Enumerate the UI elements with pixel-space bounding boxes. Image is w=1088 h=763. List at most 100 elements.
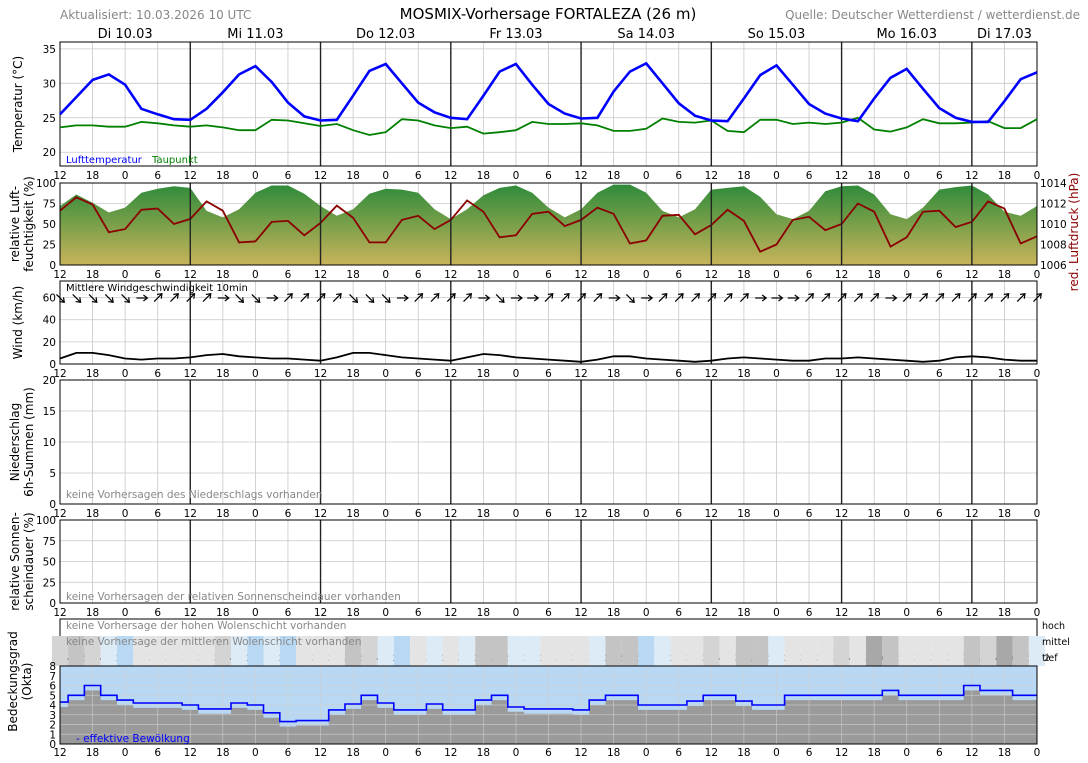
hour-tick-label: 0 bbox=[513, 269, 520, 281]
hour-tick-label: 6 bbox=[545, 368, 552, 380]
effective-cloud-line bbox=[60, 684, 1037, 723]
hour-tick-label: 12 bbox=[835, 170, 848, 182]
wind-arrow-head bbox=[352, 297, 359, 303]
hour-tick-label: 0 bbox=[252, 368, 259, 380]
low-cloud-cell bbox=[198, 636, 215, 666]
wind-speed-line bbox=[59, 351, 1037, 363]
low-cloud-cell bbox=[475, 636, 492, 666]
panel-frame bbox=[59, 379, 1038, 505]
wind-arrow-head bbox=[794, 294, 800, 302]
wind-arrow-shaft bbox=[349, 294, 358, 302]
low-cloud-cell bbox=[621, 636, 639, 666]
wind-arrow bbox=[332, 293, 342, 302]
hour-tick-label: 12 bbox=[965, 368, 978, 380]
wind-arrow bbox=[739, 293, 749, 302]
wind-arrow-head bbox=[403, 294, 409, 302]
low-cloud-cell bbox=[784, 636, 801, 666]
low-cloud-cell bbox=[800, 636, 818, 666]
wind-arrow-shaft bbox=[902, 294, 911, 302]
wind-arrow bbox=[1000, 293, 1010, 302]
wind-arrow-head bbox=[156, 293, 163, 299]
wind-arrow-head bbox=[368, 297, 375, 303]
wind-arrow-shaft bbox=[560, 294, 569, 302]
cloud-layer-label: tief bbox=[1042, 653, 1058, 664]
hour-tick-label: 6 bbox=[415, 269, 422, 281]
y2-tick-label: 1014 bbox=[1040, 178, 1067, 190]
low-cloud-cell bbox=[182, 636, 199, 666]
wind-arrow-head bbox=[647, 294, 654, 302]
wind-arrow bbox=[674, 293, 684, 302]
low-cloud-cell bbox=[524, 636, 541, 666]
y-tick-label: 30 bbox=[43, 78, 56, 90]
y-tick-label: 15 bbox=[43, 406, 56, 418]
hour-tick-label: 0 bbox=[382, 607, 389, 619]
hour-tick-label: 0 bbox=[773, 368, 780, 380]
low-cloud-cell bbox=[491, 636, 508, 666]
hour-tick-label: 12 bbox=[705, 170, 718, 182]
wind-arrow-head bbox=[954, 293, 961, 299]
hour-tick-label: 6 bbox=[675, 368, 682, 380]
y-tick-label: 25 bbox=[43, 577, 56, 589]
wind-arrow-head bbox=[189, 293, 196, 299]
wind-annotation: Mittlere Windgeschwindigkeit 10min bbox=[66, 283, 248, 294]
wind-arrow-head bbox=[287, 293, 293, 299]
wind-arrow bbox=[967, 293, 977, 302]
hour-tick-label: 18 bbox=[346, 269, 359, 281]
hour-tick-label: 12 bbox=[314, 747, 327, 759]
hour-tick-label: 0 bbox=[122, 747, 129, 759]
day-label: Do 12.03 bbox=[356, 27, 415, 42]
wind-arrow-head bbox=[710, 293, 717, 299]
hour-tick-label: 0 bbox=[122, 508, 129, 520]
hour-tick-label: 6 bbox=[545, 170, 552, 182]
y2-tick-label: 1006 bbox=[1040, 260, 1067, 272]
hour-tick-label: 18 bbox=[216, 747, 229, 759]
hour-tick-label: 0 bbox=[252, 747, 259, 759]
wind-arrow-shaft bbox=[186, 294, 195, 302]
hour-tick-label: 12 bbox=[444, 607, 457, 619]
y-tick-label: 1 bbox=[49, 729, 56, 741]
hour-tick-label: 6 bbox=[154, 269, 161, 281]
low-cloud-cell bbox=[328, 636, 345, 666]
hour-tick-label: 18 bbox=[346, 170, 359, 182]
panel-frame bbox=[59, 280, 1038, 365]
hour-tick-label: 0 bbox=[1034, 607, 1041, 619]
wind-arrow-head bbox=[205, 293, 212, 299]
y-tick-label: 2 bbox=[49, 720, 56, 732]
y-tick-label: 0 bbox=[49, 598, 56, 610]
hour-tick-label: 18 bbox=[867, 170, 880, 182]
wind-arrow-shaft bbox=[104, 294, 113, 302]
hour-tick-label: 12 bbox=[835, 269, 848, 281]
hour-tick-label: 0 bbox=[513, 368, 520, 380]
hour-tick-label: 0 bbox=[252, 607, 259, 619]
wind-arrow bbox=[1016, 293, 1026, 302]
hour-tick-label: 6 bbox=[806, 508, 813, 520]
y-axis-label-line: scheindauer (%) bbox=[22, 512, 36, 610]
hour-tick-label: 18 bbox=[86, 269, 99, 281]
wind-arrow bbox=[935, 293, 945, 302]
wind-arrow-head bbox=[580, 293, 587, 299]
wind-arrow bbox=[381, 294, 391, 303]
hour-tick-label: 12 bbox=[574, 607, 587, 619]
hour-tick-label: 6 bbox=[806, 747, 813, 759]
wind-arrow bbox=[186, 293, 196, 302]
wind-arrow-shaft bbox=[1033, 294, 1041, 302]
low-cloud-cell bbox=[116, 636, 134, 666]
wind-arrow-head bbox=[124, 297, 131, 303]
day-label: Mi 11.03 bbox=[227, 27, 283, 42]
hour-tick-label: 18 bbox=[477, 747, 490, 759]
low-cloud-cell bbox=[133, 636, 150, 666]
wind-arrow-shaft bbox=[805, 294, 813, 302]
wind-arrow bbox=[251, 294, 261, 303]
wind-arrow-shaft bbox=[674, 294, 683, 302]
y-axis-label-line: Bedeckungsgrad bbox=[6, 631, 20, 731]
hour-tick-label: 12 bbox=[835, 368, 848, 380]
low-cloud-cell bbox=[247, 636, 264, 666]
wind-arrow-head bbox=[466, 293, 473, 299]
hour-tick-label: 0 bbox=[122, 269, 129, 281]
y-tick-label: 25 bbox=[43, 113, 56, 125]
hour-tick-label: 12 bbox=[574, 747, 587, 759]
hour-tick-label: 6 bbox=[545, 747, 552, 759]
hour-tick-label: 18 bbox=[607, 607, 620, 619]
hour-tick-label: 12 bbox=[314, 368, 327, 380]
